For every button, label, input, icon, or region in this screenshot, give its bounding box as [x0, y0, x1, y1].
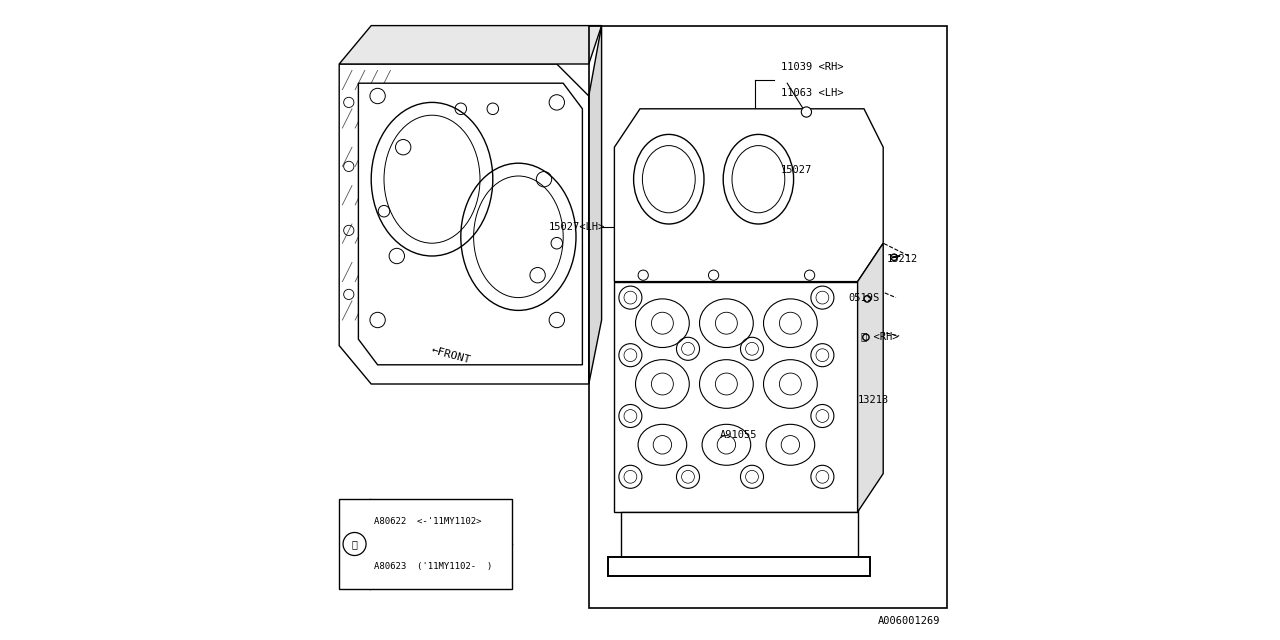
Polygon shape [858, 243, 883, 512]
Polygon shape [339, 64, 589, 384]
Polygon shape [614, 282, 858, 512]
Text: A80622  <-'11MY1102>: A80622 <-'11MY1102> [374, 517, 481, 526]
Text: 15027: 15027 [781, 164, 812, 175]
Polygon shape [358, 83, 582, 365]
Text: A91055: A91055 [719, 430, 758, 440]
Text: 13212: 13212 [886, 254, 918, 264]
Text: 0519S: 0519S [849, 292, 879, 303]
Polygon shape [339, 26, 602, 64]
Bar [339, 499, 512, 589]
Text: A006001269: A006001269 [878, 616, 941, 626]
Polygon shape [608, 557, 870, 576]
Circle shape [801, 107, 812, 117]
Polygon shape [621, 512, 858, 563]
Text: A80623  ('11MY1102-  ): A80623 ('11MY1102- ) [374, 562, 493, 571]
Text: ① <RH>: ① <RH> [860, 331, 899, 341]
Text: 11039 <RH>: 11039 <RH> [781, 62, 844, 72]
Bar [589, 26, 947, 608]
Polygon shape [614, 109, 883, 282]
Polygon shape [589, 26, 602, 384]
Text: ①: ① [352, 539, 357, 549]
Text: 11063 <LH>: 11063 <LH> [781, 88, 844, 98]
Text: ←FRONT: ←FRONT [430, 345, 472, 365]
Text: 15027<LH>: 15027<LH> [549, 222, 604, 232]
Text: 13213: 13213 [858, 395, 888, 405]
